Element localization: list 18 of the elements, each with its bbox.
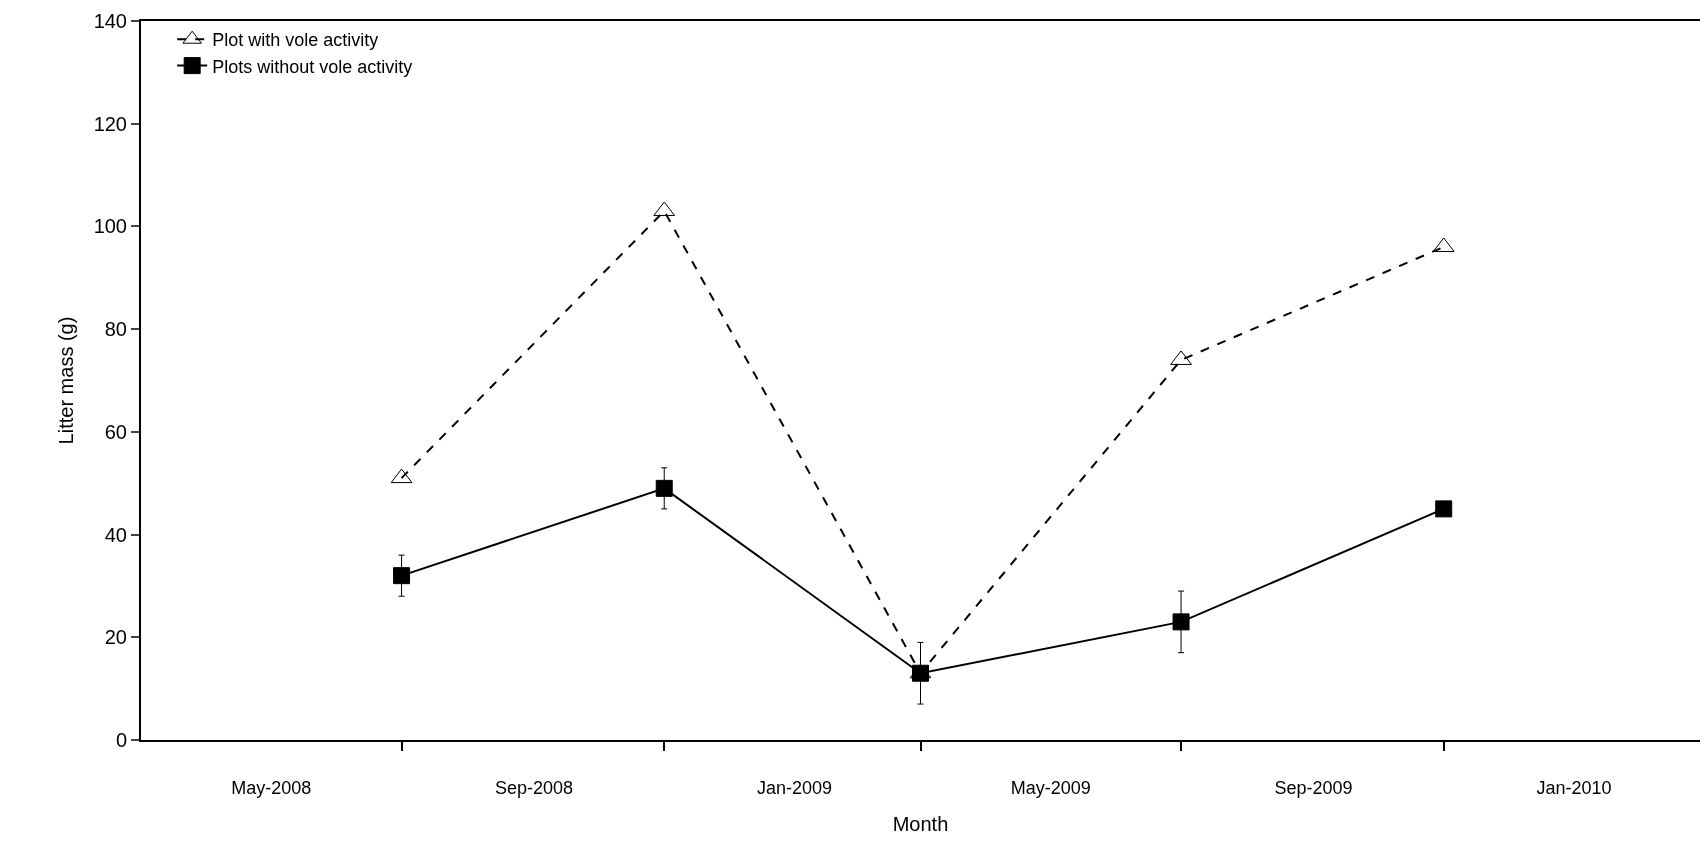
y-tick-label: 120 (93, 112, 127, 135)
x-tick-label: Jan-2010 (1536, 777, 1612, 798)
legend-label: Plots without vole activity (212, 56, 413, 77)
x-axis-title: Month (892, 812, 949, 835)
x-tick-label: Sep-2008 (494, 777, 573, 798)
y-tick-label: 0 (115, 729, 127, 751)
y-tick-label: 140 (93, 10, 127, 32)
y-axis-title: Litter mass (g) (54, 316, 77, 445)
y-tick-label: 100 (93, 215, 127, 238)
x-tick-label: Jan-2009 (756, 777, 833, 798)
x-tick-label: May-2008 (231, 777, 312, 798)
x-tick-label: Sep-2009 (1274, 777, 1353, 798)
x-tick-label: May-2009 (1010, 777, 1091, 798)
y-tick-label: 60 (104, 420, 127, 443)
y-tick-label: 20 (104, 626, 127, 649)
y-tick-label: 80 (104, 318, 127, 341)
y-tick-label: 40 (104, 523, 127, 546)
legend-label: Plot with vole activity (212, 30, 379, 51)
